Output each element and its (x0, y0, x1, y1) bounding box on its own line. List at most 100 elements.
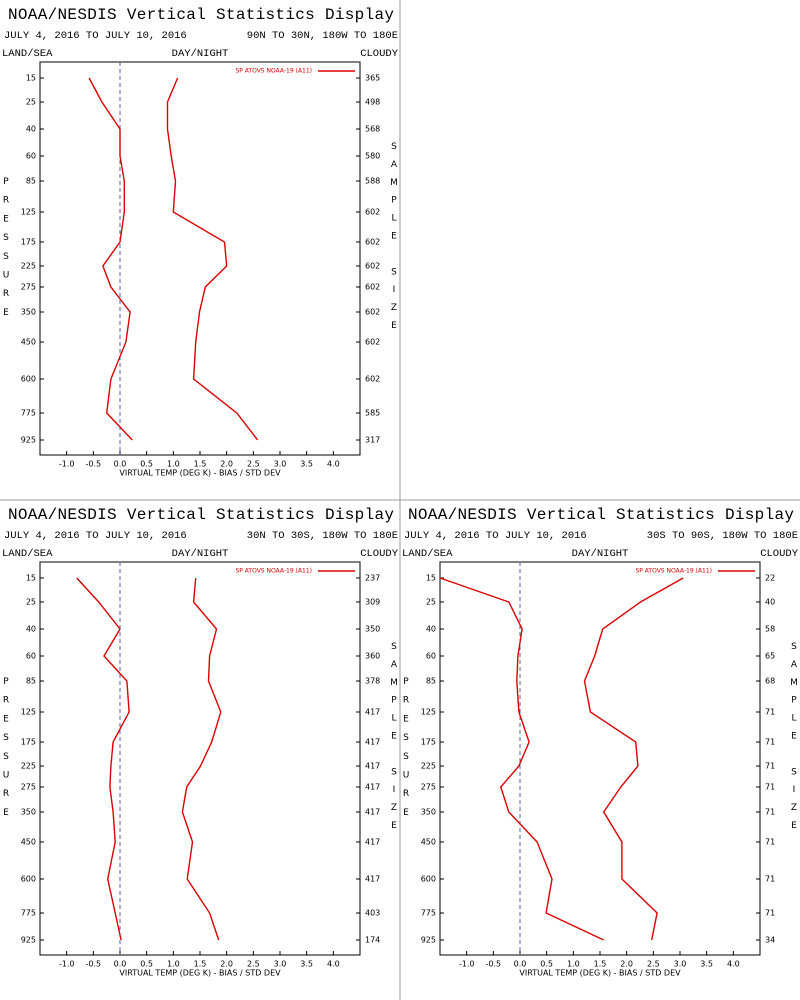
day-night: DAY/NIGHT (172, 548, 229, 560)
x-tick-label: 3.0 (274, 460, 287, 469)
letter: E (3, 807, 9, 817)
x-tick-label: 3.5 (300, 460, 313, 469)
plot-frame (439, 561, 761, 956)
pressure-label: 600 (21, 875, 36, 884)
pressure-label: 40 (426, 625, 436, 634)
letter: A (391, 659, 398, 669)
letter: S (3, 251, 9, 261)
pressure-label: 450 (21, 338, 36, 347)
sample-size: 71 (765, 783, 775, 792)
letter: U (3, 770, 10, 780)
letter: R (3, 289, 9, 299)
sample-size: 350 (365, 625, 380, 634)
pressure-label: 15 (426, 574, 436, 583)
letter: L (391, 213, 396, 223)
pressure-label: 25 (26, 598, 36, 607)
pressure-label: 25 (26, 98, 36, 107)
sample-size: 602 (365, 308, 380, 317)
sample-size: 585 (365, 409, 380, 418)
std-dev-line (166, 77, 259, 441)
x-tick-label: 1.0 (567, 960, 580, 969)
sample-size: 68 (765, 677, 775, 686)
date-range: JULY 4, 2016 TO JULY 10, 2016 (404, 530, 587, 542)
pressure-label: 925 (21, 436, 36, 445)
letter (393, 749, 396, 759)
pressure-label: 125 (21, 708, 36, 717)
plot-frame (39, 561, 361, 956)
bias-line (439, 577, 604, 941)
std-dev-line (181, 577, 222, 941)
bias-line (88, 77, 133, 441)
pressure-label: 25 (426, 598, 436, 607)
day-night: DAY/NIGHT (572, 548, 629, 560)
sample-size: 71 (765, 708, 775, 717)
legend-label: SP ATOVS NOAA-19 (A11) (635, 568, 712, 575)
sample-size: 378 (365, 677, 380, 686)
pressure-label: 225 (21, 262, 36, 271)
sample-size: 65 (765, 652, 775, 661)
legend-label: SP ATOVS NOAA-19 (A11) (235, 68, 312, 75)
letter: I (793, 785, 796, 795)
letter: R (403, 789, 409, 799)
x-tick-label: -1.0 (59, 460, 75, 469)
pressure-label: 175 (421, 738, 436, 747)
sample-size: 309 (365, 598, 380, 607)
letter (793, 749, 796, 759)
letter: R (403, 695, 409, 705)
sample-size: 588 (365, 177, 380, 186)
letter: A (391, 159, 398, 169)
pressure-label: 85 (26, 677, 36, 686)
letter: I (393, 785, 396, 795)
x-tick-label: 3.5 (700, 960, 713, 969)
x-axis-label: VIRTUAL TEMP (DEG K) - BIAS / STD DEV (119, 469, 281, 478)
x-tick-label: 0.5 (140, 960, 153, 969)
letter: E (391, 821, 397, 831)
pressure-label: 275 (21, 783, 36, 792)
letter: Z (391, 803, 397, 813)
letter: L (791, 713, 796, 723)
letter: E (403, 807, 409, 817)
letter (393, 249, 396, 259)
sample-size: 365 (365, 74, 380, 83)
letter: Z (391, 303, 397, 313)
pressure-label: 225 (421, 762, 436, 771)
sample-size: 403 (365, 909, 380, 918)
letter: S (403, 751, 409, 761)
pressure-label: 350 (21, 808, 36, 817)
sample-size: 417 (365, 738, 380, 747)
sample-size: 360 (365, 652, 380, 661)
pressure-label: 15 (26, 74, 36, 83)
day-night: DAY/NIGHT (172, 48, 229, 60)
sample-size: 317 (365, 436, 380, 445)
sample-size: 71 (765, 808, 775, 817)
region: 90N TO 30N, 180W TO 180E (247, 30, 398, 42)
sample-size: 71 (765, 762, 775, 771)
plot-frame (39, 61, 361, 456)
x-tick-label: -1.0 (59, 960, 75, 969)
pressure-label: 450 (21, 838, 36, 847)
letter: E (391, 321, 397, 331)
sample-size: 71 (765, 875, 775, 884)
letter: P (403, 677, 409, 687)
sample-size: 417 (365, 838, 380, 847)
letter: I (393, 285, 396, 295)
x-tick-label: 1.0 (167, 960, 180, 969)
pressure-label: 125 (21, 208, 36, 217)
letter: M (390, 177, 398, 187)
x-tick-label: 2.5 (647, 960, 660, 969)
sample-size: 237 (365, 574, 380, 583)
letter: P (391, 195, 397, 205)
legend-label: SP ATOVS NOAA-19 (A11) (235, 568, 312, 575)
sample-size: 602 (365, 375, 380, 384)
chart-title: NOAA/NESDIS Vertical Statistics Display (408, 506, 794, 524)
x-tick-label: 0.0 (514, 960, 527, 969)
sample-size: 580 (365, 152, 380, 161)
x-tick-label: 0.5 (140, 460, 153, 469)
pressure-label: 450 (421, 838, 436, 847)
x-tick-label: 3.0 (274, 960, 287, 969)
sample-size: 602 (365, 283, 380, 292)
pressure-label: 925 (21, 936, 36, 945)
pressure-label: 175 (21, 238, 36, 247)
